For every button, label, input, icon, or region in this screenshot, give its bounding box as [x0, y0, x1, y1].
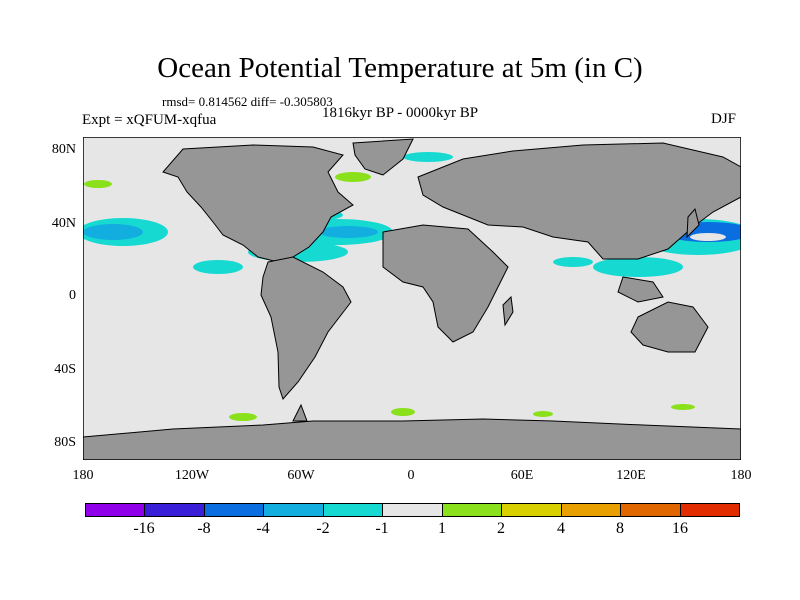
land-madagascar — [502, 295, 514, 327]
colorbar — [85, 503, 740, 517]
alaska-anomaly — [84, 180, 112, 188]
y-tick-80n: 80N — [51, 142, 76, 157]
y-tick-80s: 80S — [54, 435, 76, 450]
x-tick-180-right: 180 — [730, 468, 752, 483]
colorbar-label: -8 — [197, 520, 211, 537]
colorbar-label: 1 — [438, 520, 446, 537]
colorbar-cell — [203, 503, 265, 517]
chart-title: Ocean Potential Temperature at 5m (in C) — [157, 52, 643, 84]
x-tick-60w: 60W — [287, 468, 315, 483]
x-tick-120w: 120W — [174, 468, 210, 483]
experiment-label: Expt = xQFUM-xqfua — [82, 112, 217, 128]
colorbar-label: 16 — [672, 520, 688, 537]
kuroshio-anomaly-inner — [690, 233, 726, 241]
land-masses — [83, 138, 741, 460]
colorbar-cell — [382, 503, 443, 517]
colorbar-cell — [263, 503, 324, 517]
land-australia — [630, 301, 709, 353]
colorbar-label: -16 — [133, 520, 155, 537]
colorbar-cell — [144, 503, 205, 517]
land-south-america — [260, 256, 352, 400]
land-japan — [686, 207, 700, 239]
stats-label: rmsd= 0.814562 diff= -0.305803 — [162, 94, 333, 109]
north-atlantic-anomaly-core — [318, 226, 378, 238]
land-greenland — [352, 138, 414, 176]
period-label: 1816kyr BP - 0000kyr BP — [322, 105, 479, 121]
colorbar-cell — [620, 503, 681, 517]
colorbar-cell — [501, 503, 562, 517]
land-antarctic-peninsula — [292, 403, 308, 422]
y-tick-40n: 40N — [51, 216, 76, 231]
colorbar-label: -4 — [256, 520, 270, 537]
y-tick-0: 0 — [69, 288, 76, 303]
x-tick-120e: 120E — [616, 468, 646, 483]
season-label: DJF — [711, 111, 737, 127]
southern-ocean-anomaly-4 — [671, 404, 695, 410]
x-tick-0: 0 — [407, 468, 415, 483]
land-africa — [382, 224, 509, 343]
x-tick-60e: 60E — [510, 468, 534, 483]
indian-ocean-anomaly — [553, 257, 593, 267]
x-tick-180-left: 180 — [72, 468, 94, 483]
greenland-anomaly — [335, 172, 371, 182]
colorbar-cell — [679, 503, 740, 517]
colorbar-cell — [560, 503, 622, 517]
southern-ocean-anomaly-1 — [229, 413, 257, 421]
y-tick-40s: 40S — [54, 362, 76, 377]
west-pacific-anomaly — [593, 257, 683, 277]
world-map — [83, 137, 741, 460]
southern-ocean-anomaly-2 — [391, 408, 415, 416]
colorbar-label: 4 — [557, 520, 565, 537]
colorbar-cell — [85, 503, 146, 517]
colorbar-cell — [322, 503, 384, 517]
colorbar-label: 8 — [616, 520, 624, 537]
land-eurasia — [417, 142, 741, 260]
land-southeast-asia-islands — [617, 276, 664, 303]
land-antarctica — [83, 418, 741, 460]
colorbar-label: -2 — [316, 520, 330, 537]
colorbar-label: -1 — [375, 520, 389, 537]
east-pacific-anomaly — [193, 260, 243, 274]
southern-ocean-anomaly-3 — [533, 411, 553, 417]
colorbar-cell — [441, 503, 503, 517]
north-pacific-anomaly-core — [83, 224, 143, 240]
nordic-sea-anomaly — [403, 152, 453, 162]
colorbar-label: 2 — [497, 520, 505, 537]
